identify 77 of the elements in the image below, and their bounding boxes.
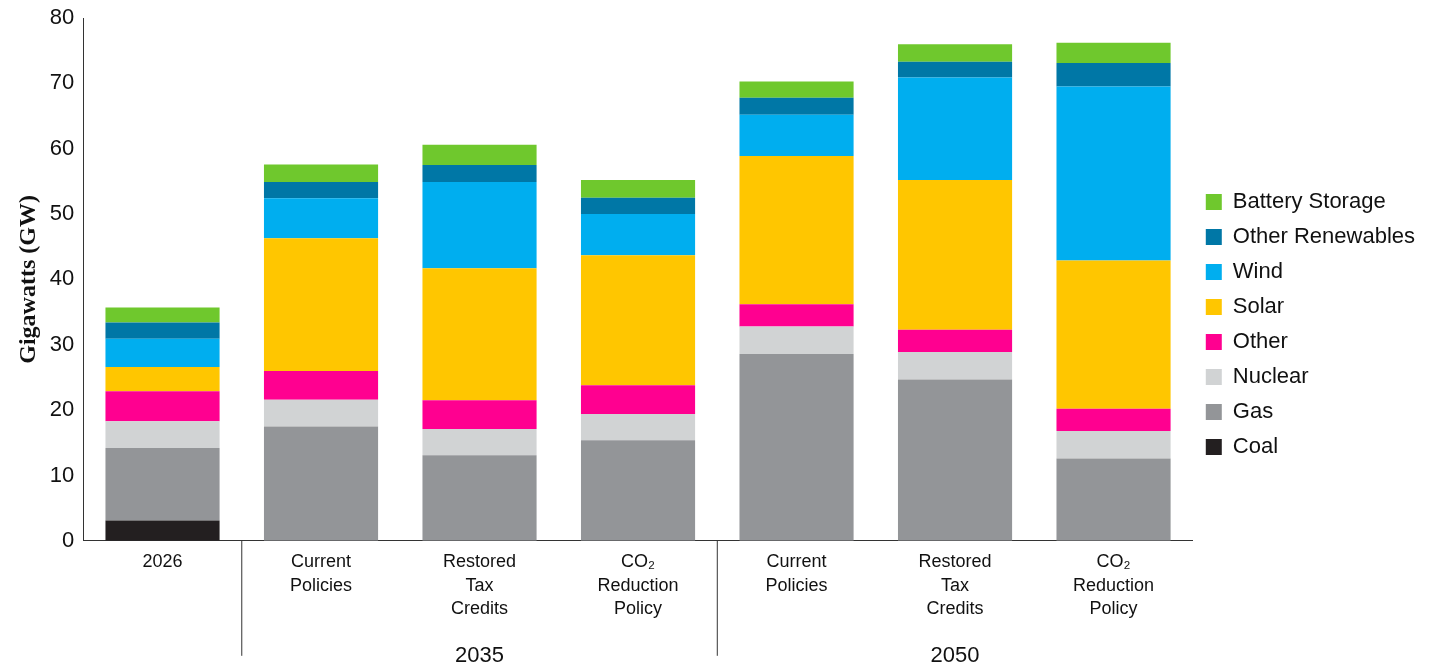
legend-label: Gas (1232, 398, 1274, 424)
bar (263, 182, 379, 199)
bar (263, 238, 379, 371)
bar (1056, 42, 1171, 64)
legend-label: Wind (1232, 258, 1283, 284)
bar (580, 414, 696, 441)
y-axis-title: Gigawatts (GW) (13, 195, 40, 364)
y-tick-label: 40 (49, 265, 75, 291)
bar (422, 165, 537, 183)
x-tick-label: CO₂ Reduction Policy (597, 551, 679, 619)
bar (422, 182, 537, 269)
y-tick-label: 50 (49, 200, 75, 226)
bar (580, 440, 696, 541)
x-tick-label: Current Policies (765, 551, 828, 595)
bar (263, 426, 379, 541)
bar (1056, 260, 1171, 409)
bar (739, 81, 854, 98)
bar (897, 77, 1013, 181)
y-tick-label: 30 (49, 330, 75, 356)
y-tick-label: 0 (62, 526, 75, 552)
bar (422, 400, 537, 430)
text: 2050 (930, 641, 980, 667)
bar (897, 351, 1013, 380)
bar (739, 114, 854, 156)
bar (105, 322, 220, 339)
legend-label: Battery Storage (1232, 188, 1386, 214)
bar (1056, 63, 1171, 87)
x-tick-label: Restored Tax Credits (443, 551, 517, 619)
legend-label: Nuclear (1232, 363, 1309, 389)
bar (263, 399, 379, 427)
bar (897, 61, 1013, 78)
bar (422, 429, 537, 456)
y-tick-label: 70 (49, 69, 75, 95)
x-tick-label: 2026 (142, 551, 183, 572)
bar (105, 366, 220, 392)
bar (739, 155, 854, 305)
bar (263, 198, 379, 239)
y-tick-label: 20 (49, 396, 75, 422)
bar (897, 180, 1013, 330)
bar (739, 97, 854, 115)
bar (105, 307, 220, 323)
bar (739, 326, 854, 354)
bar (897, 44, 1013, 62)
legend-label: Solar (1232, 293, 1285, 319)
bar (1056, 86, 1171, 261)
y-tick-label: 60 (49, 134, 75, 160)
bar (580, 214, 696, 256)
bar (580, 197, 696, 215)
bar (422, 455, 537, 541)
bar (263, 164, 379, 183)
x-tick-label: Restored Tax Credits (918, 551, 992, 619)
bar (1056, 431, 1171, 459)
legend-label: Coal (1232, 433, 1279, 459)
bar (1056, 458, 1171, 541)
bar (105, 448, 220, 521)
bar (422, 268, 537, 401)
bar (580, 255, 696, 386)
bar (263, 370, 379, 400)
y-tick-label: 10 (49, 461, 75, 487)
legend-label: Other (1232, 328, 1288, 354)
bar (580, 385, 696, 415)
bar (739, 304, 854, 327)
bar (105, 391, 220, 422)
bar (897, 329, 1013, 352)
y-tick-label: 80 (49, 4, 75, 30)
bar (105, 338, 220, 367)
text: 2035 (455, 641, 504, 667)
bar (422, 144, 537, 166)
x-tick-label: Current Policies (290, 551, 353, 595)
x-tick-label: CO₂ Reduction Policy (1073, 551, 1155, 619)
bar (105, 421, 220, 448)
bar (580, 180, 696, 198)
bar (105, 520, 220, 541)
bar (897, 379, 1013, 541)
bar (1056, 408, 1171, 432)
legend-label: Other Renewables (1232, 223, 1416, 249)
bar (739, 353, 854, 541)
